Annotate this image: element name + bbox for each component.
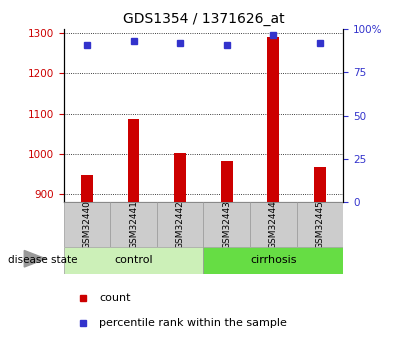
Bar: [297, 202, 343, 247]
Bar: [128, 119, 139, 202]
Bar: [268, 37, 279, 202]
Bar: [64, 202, 110, 247]
Title: GDS1354 / 1371626_at: GDS1354 / 1371626_at: [122, 11, 284, 26]
Bar: [174, 153, 186, 202]
Bar: [157, 202, 203, 247]
Text: GSM32440: GSM32440: [83, 200, 92, 249]
Text: GSM32444: GSM32444: [269, 200, 278, 249]
Text: disease state: disease state: [8, 255, 78, 265]
Bar: [64, 247, 203, 274]
Bar: [110, 202, 157, 247]
Text: percentile rank within the sample: percentile rank within the sample: [99, 318, 287, 328]
Text: control: control: [114, 256, 153, 265]
Text: cirrhosis: cirrhosis: [250, 256, 297, 265]
Text: GSM32441: GSM32441: [129, 200, 138, 249]
Bar: [203, 202, 250, 247]
Polygon shape: [24, 250, 46, 267]
Bar: [250, 202, 297, 247]
Text: GSM32443: GSM32443: [222, 200, 231, 249]
Text: GSM32445: GSM32445: [315, 200, 324, 249]
Text: count: count: [99, 293, 131, 303]
Text: GSM32442: GSM32442: [175, 200, 185, 249]
Bar: [203, 247, 343, 274]
Bar: [81, 175, 93, 202]
Bar: [221, 161, 233, 202]
Bar: [314, 167, 326, 202]
